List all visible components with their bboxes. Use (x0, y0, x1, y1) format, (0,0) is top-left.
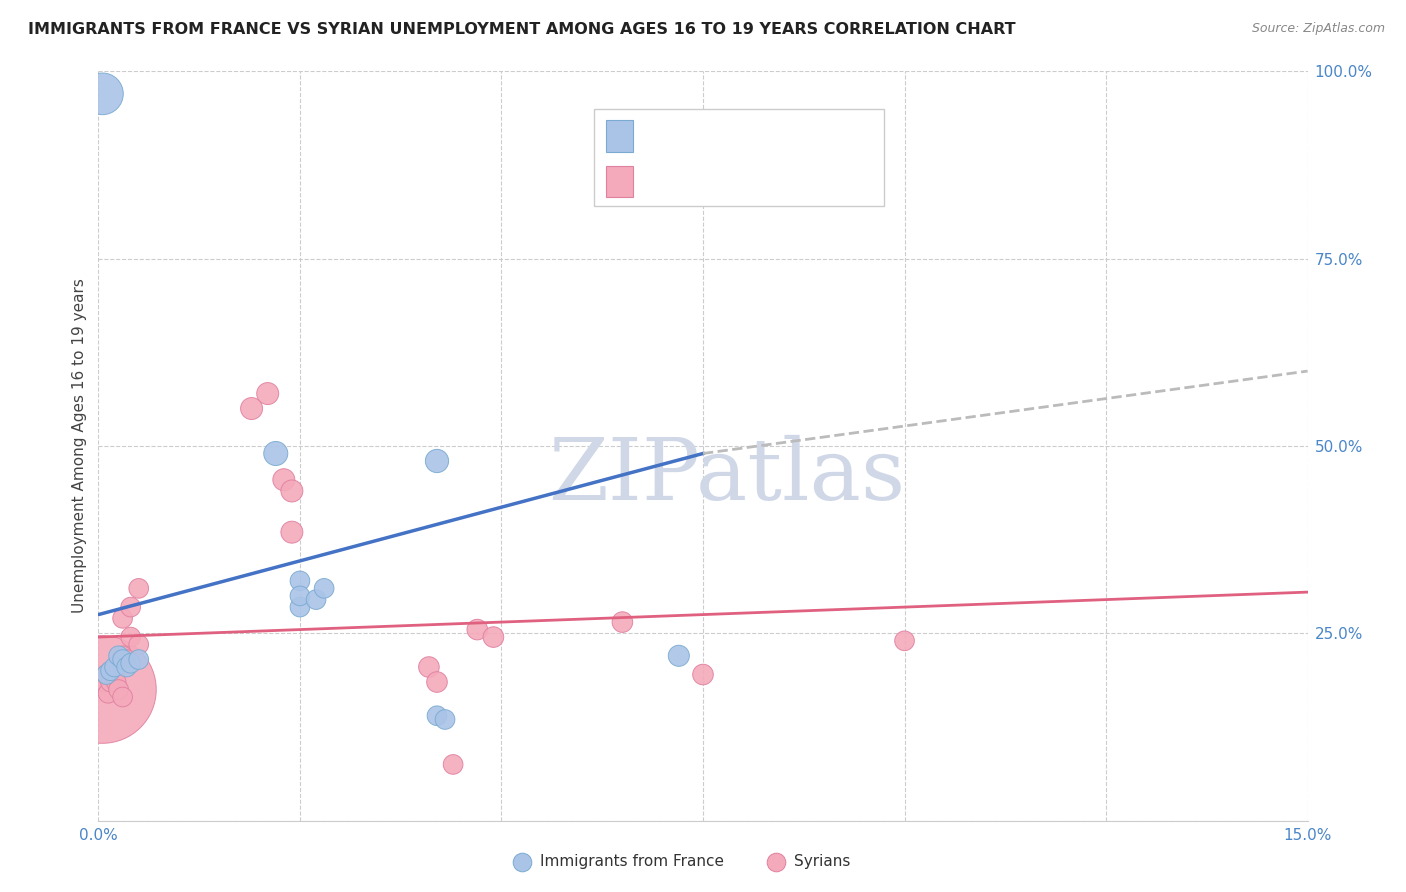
Point (111, 611, 134, 625)
Point (120, 657, 142, 671)
Point (426, 675, 449, 690)
Point (107, 648, 129, 663)
Text: Immigrants from France: Immigrants from France (540, 855, 724, 870)
Text: 14: 14 (801, 128, 823, 144)
Point (128, 638, 150, 652)
Point (314, 582, 336, 596)
Point (668, 648, 690, 663)
Point (482, 630, 505, 644)
FancyBboxPatch shape (606, 120, 633, 152)
Point (426, 708, 449, 723)
Point (91, 682, 114, 697)
Point (111, 652, 134, 666)
Point (281, 483, 304, 498)
Point (418, 660, 440, 674)
Point (115, 652, 138, 666)
Point (288, 589, 311, 603)
Text: R =: R = (640, 128, 675, 144)
Y-axis label: Unemployment Among Ages 16 to 19 years: Unemployment Among Ages 16 to 19 years (72, 278, 87, 614)
Point (273, 473, 295, 487)
Point (288, 600, 311, 615)
Text: R =: R = (640, 174, 675, 189)
Text: IMMIGRANTS FROM FRANCE VS SYRIAN UNEMPLOYMENT AMONG AGES 16 TO 19 YEARS CORRELAT: IMMIGRANTS FROM FRANCE VS SYRIAN UNEMPLO… (28, 22, 1015, 37)
Point (465, 623, 488, 637)
Point (893, 633, 915, 648)
Text: 0.106: 0.106 (689, 174, 740, 189)
Point (128, 652, 150, 666)
Point (692, 667, 714, 681)
Text: N =: N = (751, 174, 787, 189)
Point (100, 664, 122, 678)
Point (305, 592, 328, 607)
Point (96, 667, 118, 681)
Point (426, 454, 449, 468)
Point (100, 675, 122, 690)
Point (115, 660, 138, 674)
Point (612, 615, 634, 629)
Point (128, 582, 150, 596)
Point (103, 667, 125, 681)
Point (441, 757, 464, 772)
Point (103, 660, 125, 674)
Point (96, 667, 118, 681)
Point (107, 682, 129, 697)
Point (288, 574, 311, 588)
Point (94, 675, 117, 690)
Point (111, 648, 134, 663)
Point (264, 446, 287, 460)
Point (434, 713, 457, 727)
Point (91, 87, 114, 101)
Point (97, 686, 120, 700)
Text: Syrians: Syrians (793, 855, 851, 870)
Point (120, 600, 142, 615)
Text: Source: ZipAtlas.com: Source: ZipAtlas.com (1251, 22, 1385, 36)
Point (281, 525, 304, 540)
Point (240, 401, 263, 416)
Text: ZIPatlas: ZIPatlas (548, 434, 905, 517)
Text: N =: N = (751, 128, 787, 144)
Point (111, 690, 134, 704)
FancyBboxPatch shape (595, 109, 884, 206)
Text: 29: 29 (801, 174, 823, 189)
Point (256, 386, 278, 401)
FancyBboxPatch shape (606, 166, 633, 197)
Text: 0.184: 0.184 (689, 128, 740, 144)
Point (120, 630, 142, 644)
Point (105, 675, 128, 690)
